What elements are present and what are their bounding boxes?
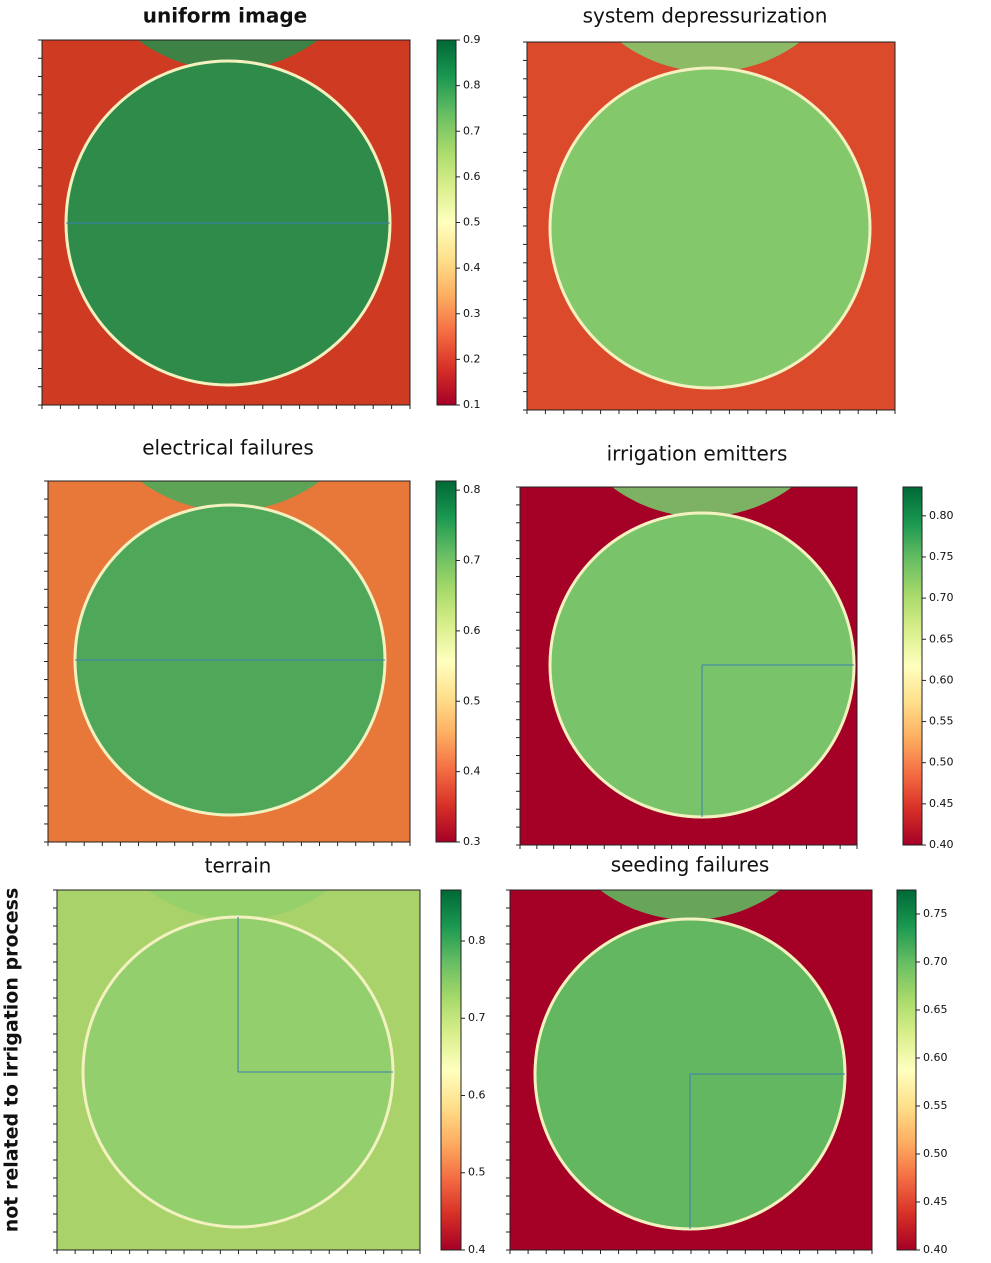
colorbar <box>897 890 916 1250</box>
panel-title: system depressurization <box>583 4 828 28</box>
colorbar-tick-label: 0.6 <box>463 624 481 637</box>
colorbar-tick-label: 0.3 <box>463 835 481 848</box>
panel-title: irrigation emitters <box>607 442 788 466</box>
colorbar <box>903 487 922 845</box>
colorbar-tick-label: 0.4 <box>463 765 481 778</box>
colorbar-tick-label: 0.55 <box>929 715 954 728</box>
colorbar-tick-label: 0.75 <box>923 907 948 920</box>
colorbar-tick-label: 0.70 <box>929 591 954 604</box>
colorbar-tick-label: 0.7 <box>468 1011 486 1024</box>
colorbar-tick-label: 0.50 <box>929 756 954 769</box>
colorbar <box>436 481 456 842</box>
colorbar-tick-label: 0.75 <box>929 550 954 563</box>
colorbar-tick-label: 0.4 <box>468 1243 486 1256</box>
colorbar-tick-label: 0.1 <box>463 398 481 411</box>
panel-title: electrical failures <box>142 436 314 460</box>
colorbar-tick-label: 0.6 <box>468 1088 486 1101</box>
panel-title: uniform image <box>143 4 308 28</box>
heatmap-image <box>527 0 895 410</box>
colorbar <box>441 890 461 1250</box>
colorbar-tick-label: 0.8 <box>468 934 486 947</box>
heatmap-image <box>42 0 410 405</box>
panel-title: terrain <box>205 854 272 878</box>
colorbar-tick-label: 0.70 <box>923 955 948 968</box>
field-circle <box>550 68 870 388</box>
panel-title: seeding failures <box>611 853 770 877</box>
colorbar-tick-label: 0.80 <box>929 509 954 522</box>
colorbar-tick-label: 0.3 <box>463 307 481 320</box>
colorbar-tick-label: 0.55 <box>923 1099 948 1112</box>
colorbar-tick-label: 0.40 <box>923 1243 948 1256</box>
colorbar-tick-label: 0.65 <box>929 632 954 645</box>
colorbar-tick-label: 0.6 <box>463 170 481 183</box>
colorbar-tick-label: 0.60 <box>929 673 954 686</box>
colorbar-tick-label: 0.4 <box>463 261 481 274</box>
colorbar-tick-label: 0.40 <box>929 838 954 851</box>
colorbar-tick-label: 0.45 <box>929 797 954 810</box>
colorbar-tick-label: 0.65 <box>923 1003 948 1016</box>
side-label: not related to irrigation process <box>1 888 23 1233</box>
colorbar-tick-label: 0.8 <box>463 79 481 92</box>
colorbar-tick-label: 0.5 <box>468 1166 486 1179</box>
colorbar-tick-label: 0.7 <box>463 124 481 137</box>
colorbar-tick-label: 0.45 <box>923 1195 948 1208</box>
colorbar-tick-label: 0.9 <box>463 33 481 46</box>
colorbar-tick-label: 0.5 <box>463 694 481 707</box>
colorbar-tick-label: 0.5 <box>463 216 481 229</box>
colorbar-tick-label: 0.7 <box>463 554 481 567</box>
colorbar-tick-label: 0.60 <box>923 1051 948 1064</box>
colorbar <box>437 40 456 405</box>
figure: not related to irrigation process unifor… <box>0 0 991 1263</box>
colorbar-tick-label: 0.50 <box>923 1147 948 1160</box>
colorbar-tick-label: 0.8 <box>463 483 481 496</box>
colorbar-tick-label: 0.2 <box>463 352 481 365</box>
